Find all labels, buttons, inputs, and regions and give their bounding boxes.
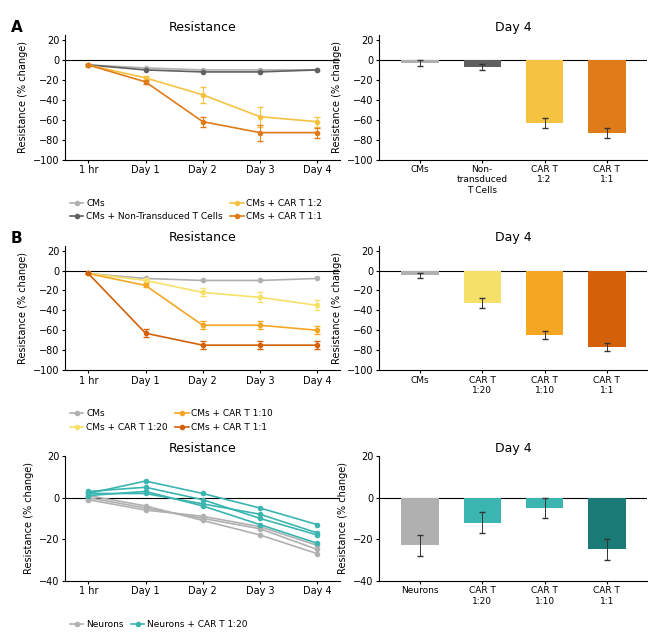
Y-axis label: Resistance (% change): Resistance (% change): [18, 252, 27, 364]
Bar: [464, 498, 501, 523]
Bar: [401, 60, 439, 63]
Y-axis label: Resistance (% change): Resistance (% change): [18, 41, 27, 153]
Bar: [464, 271, 501, 303]
Y-axis label: Resistance (% change): Resistance (% change): [337, 463, 348, 574]
Bar: [526, 498, 563, 508]
Bar: [526, 271, 563, 335]
Title: Resistance: Resistance: [169, 21, 237, 34]
Title: Day 4: Day 4: [495, 21, 532, 34]
Y-axis label: Resistance (% change): Resistance (% change): [24, 463, 34, 574]
Bar: [401, 271, 439, 276]
Text: A: A: [10, 20, 22, 35]
Bar: [464, 60, 501, 67]
Y-axis label: Resistance (% change): Resistance (% change): [332, 252, 341, 364]
Y-axis label: Resistance (% change): Resistance (% change): [332, 41, 341, 153]
Text: B: B: [10, 231, 22, 246]
Bar: [588, 60, 626, 133]
Bar: [588, 271, 626, 347]
Legend: CMs, CMs + CAR T 1:20, CMs + CAR T 1:10, CMs + CAR T 1:1: CMs, CMs + CAR T 1:20, CMs + CAR T 1:10,…: [70, 410, 273, 432]
Title: Resistance: Resistance: [169, 442, 237, 455]
Legend: Neurons, Neurons + CAR T 1:20: Neurons, Neurons + CAR T 1:20: [70, 620, 248, 629]
Title: Resistance: Resistance: [169, 232, 237, 244]
Title: Day 4: Day 4: [495, 232, 532, 244]
Bar: [588, 498, 626, 549]
Bar: [401, 498, 439, 545]
Bar: [526, 60, 563, 122]
Legend: CMs, CMs + Non-Transduced T Cells, CMs + CAR T 1:2, CMs + CAR T 1:1: CMs, CMs + Non-Transduced T Cells, CMs +…: [70, 199, 322, 221]
Title: Day 4: Day 4: [495, 442, 532, 455]
